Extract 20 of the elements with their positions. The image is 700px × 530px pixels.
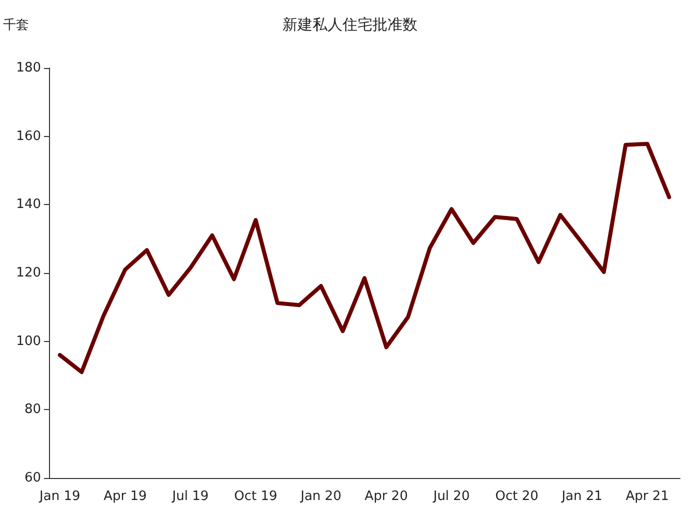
x-tick-label: Oct 19: [234, 489, 278, 504]
x-tick-label: Apr 21: [626, 489, 669, 504]
y-tick-label: 160: [16, 128, 41, 144]
line-series: [58, 142, 672, 374]
x-tick-label: Jan 20: [300, 489, 342, 504]
x-tick-label: Jul 20: [432, 489, 470, 504]
y-tick-label: 140: [16, 197, 41, 212]
y-tick-label: 60: [24, 470, 41, 486]
x-tick-label: Oct 20: [495, 489, 538, 504]
x-tick-label: Jul 19: [171, 489, 209, 504]
x-tick-label: Jan 21: [560, 489, 602, 504]
x-tick-label: Jan 19: [38, 489, 80, 504]
y-tick-label: 80: [24, 402, 41, 418]
y-tick-label: 100: [16, 334, 41, 349]
x-tick-label: Apr 19: [104, 489, 147, 504]
y-axis-title: 千套: [3, 18, 29, 33]
chart-title: 新建私人住宅批准数: [282, 16, 418, 34]
y-tick-label: 120: [16, 266, 41, 280]
y-tick-label: 180: [16, 60, 41, 76]
x-tick-label: Apr 20: [364, 489, 408, 504]
